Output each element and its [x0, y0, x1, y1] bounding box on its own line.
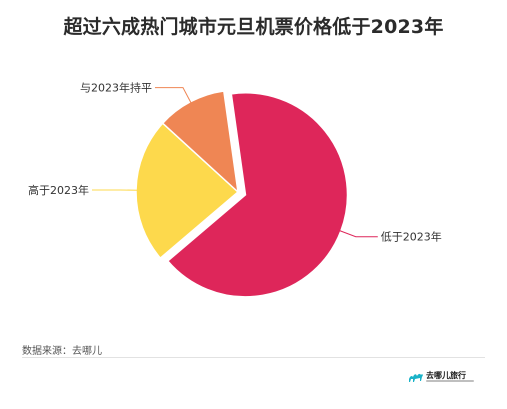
pie-slices — [135, 90, 349, 298]
camel-icon — [409, 373, 423, 382]
footer-divider — [22, 357, 485, 358]
qunar-logo: 去哪儿旅行 — [408, 368, 480, 388]
pie-label-1: 高于2023年 — [28, 183, 89, 197]
pie-leader-line-0 — [338, 229, 378, 238]
logo-text: 去哪儿旅行 — [426, 371, 466, 380]
pie-leader-line-2 — [154, 87, 192, 104]
pie-leader-lines — [92, 87, 378, 238]
data-source-note: 数据来源：去哪儿 — [22, 346, 102, 357]
pie-labels: 低于2023年 高于2023年 与2023年持平 — [28, 81, 442, 244]
chart-title: 超过六成热门城市元旦机票价格低于2023年 — [63, 16, 444, 38]
logo-tagline-bar — [426, 380, 474, 382]
pie-label-0: 低于2023年 — [381, 230, 442, 244]
pie-label-2: 与2023年持平 — [80, 81, 152, 95]
